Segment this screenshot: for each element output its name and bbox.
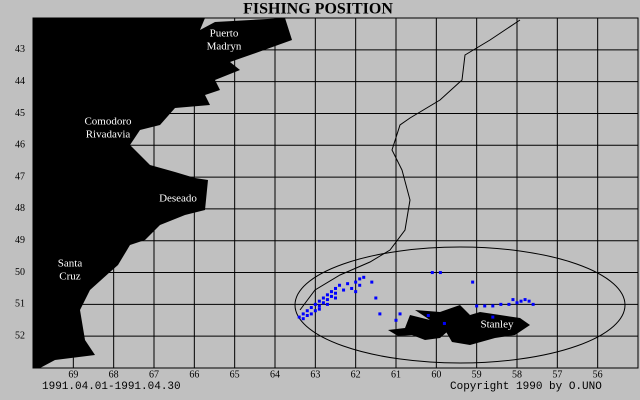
fishing-point xyxy=(398,312,402,316)
y-tick-label: 46 xyxy=(15,140,25,151)
fishing-point xyxy=(527,299,531,303)
y-tick-label: 52 xyxy=(15,330,25,341)
x-tick-label: 69 xyxy=(68,369,78,380)
x-tick-label: 60 xyxy=(431,369,441,380)
x-tick-label: 61 xyxy=(391,369,401,380)
island xyxy=(445,312,530,345)
y-tick-label: 45 xyxy=(15,108,25,119)
fishing-point xyxy=(321,296,325,300)
place-label: Cruz xyxy=(59,271,81,283)
x-tick-label: 63 xyxy=(310,369,320,380)
fishing-point xyxy=(309,306,313,310)
x-tick-label: 65 xyxy=(230,369,240,380)
x-tick-label: 68 xyxy=(109,369,119,380)
fishing-point xyxy=(350,286,354,290)
fishing-point xyxy=(515,301,519,305)
fishing-point xyxy=(329,294,333,298)
fishing-point xyxy=(317,304,321,308)
fishing-point xyxy=(442,321,446,325)
fishing-point xyxy=(430,271,434,275)
fishing-point xyxy=(325,302,329,306)
fishing-point xyxy=(342,288,346,292)
y-tick-label: 50 xyxy=(15,267,25,278)
fishing-point xyxy=(329,290,333,294)
y-tick-label: 48 xyxy=(15,203,25,214)
fishing-point xyxy=(309,312,313,316)
x-tick-label: 59 xyxy=(472,369,482,380)
x-tick-label: 66 xyxy=(189,369,199,380)
place-label: Rivadavia xyxy=(86,129,131,141)
fishing-point xyxy=(325,298,329,302)
fishing-point xyxy=(313,302,317,306)
place-label: Deseado xyxy=(159,193,197,205)
x-tick-label: 58 xyxy=(512,369,522,380)
fishing-point xyxy=(317,307,321,311)
fishing-point xyxy=(301,317,305,321)
y-tick-label: 47 xyxy=(15,171,25,182)
fishing-point xyxy=(519,299,523,303)
fishing-point xyxy=(334,296,337,300)
y-tick-label: 44 xyxy=(15,76,25,87)
fishing-point xyxy=(301,312,305,316)
fishing-point xyxy=(313,309,317,313)
fishing-point xyxy=(317,299,321,303)
place-label: Comodoro xyxy=(84,116,132,128)
fishing-point xyxy=(334,286,337,290)
fishing-point xyxy=(491,315,495,319)
fishing-point xyxy=(499,302,503,306)
fishing-point xyxy=(531,302,535,306)
fishing-point xyxy=(394,318,398,322)
fishing-point xyxy=(305,314,309,317)
x-tick-label: 64 xyxy=(270,369,280,380)
fishing-point xyxy=(483,304,487,308)
period: 1991.04.01-1991.04.30 xyxy=(42,381,181,393)
fishing-point xyxy=(354,280,358,284)
fishing-point xyxy=(321,301,325,305)
fishing-point xyxy=(475,304,479,308)
chart-title: FISHING POSITION xyxy=(243,1,393,18)
fishing-point xyxy=(362,275,366,279)
zone-ellipse xyxy=(294,246,626,364)
fishing-point xyxy=(491,304,495,308)
fishing-point xyxy=(338,283,342,287)
fishing-point xyxy=(354,290,358,294)
place-label: Madryn xyxy=(207,41,242,53)
y-tick-label: 49 xyxy=(15,235,25,246)
fishing-point xyxy=(511,298,515,302)
place-label: Puerto xyxy=(210,28,239,40)
fishing-point xyxy=(471,280,475,284)
fishing-point xyxy=(426,314,430,317)
x-tick-label: 67 xyxy=(149,369,159,380)
place-label: Stanley xyxy=(481,319,514,331)
island xyxy=(388,305,470,340)
points xyxy=(297,271,535,325)
fishing-point xyxy=(305,309,309,313)
fishing-point xyxy=(346,282,350,286)
coastline xyxy=(33,18,292,368)
x-tick-label: 56 xyxy=(593,369,603,380)
zone-boundary xyxy=(299,19,521,311)
place-label: Santa xyxy=(58,258,83,270)
copyright: Copyright 1990 by O.UNO xyxy=(450,381,602,393)
fishing-point xyxy=(358,283,362,287)
fishing-point xyxy=(378,312,382,316)
fishing-point xyxy=(334,291,337,295)
y-tick-label: 43 xyxy=(15,44,25,55)
fishing-point xyxy=(523,298,527,302)
fishing-point xyxy=(374,296,378,300)
fishing-point xyxy=(358,277,362,281)
fishing-point xyxy=(325,293,329,297)
fishing-point xyxy=(438,271,442,275)
x-tick-label: 62 xyxy=(351,369,361,380)
fishing-point xyxy=(507,302,511,306)
y-tick-label: 51 xyxy=(15,299,25,310)
fishing-point xyxy=(297,315,301,319)
x-tick-label: 57 xyxy=(552,369,562,380)
fishing-point xyxy=(370,280,374,284)
